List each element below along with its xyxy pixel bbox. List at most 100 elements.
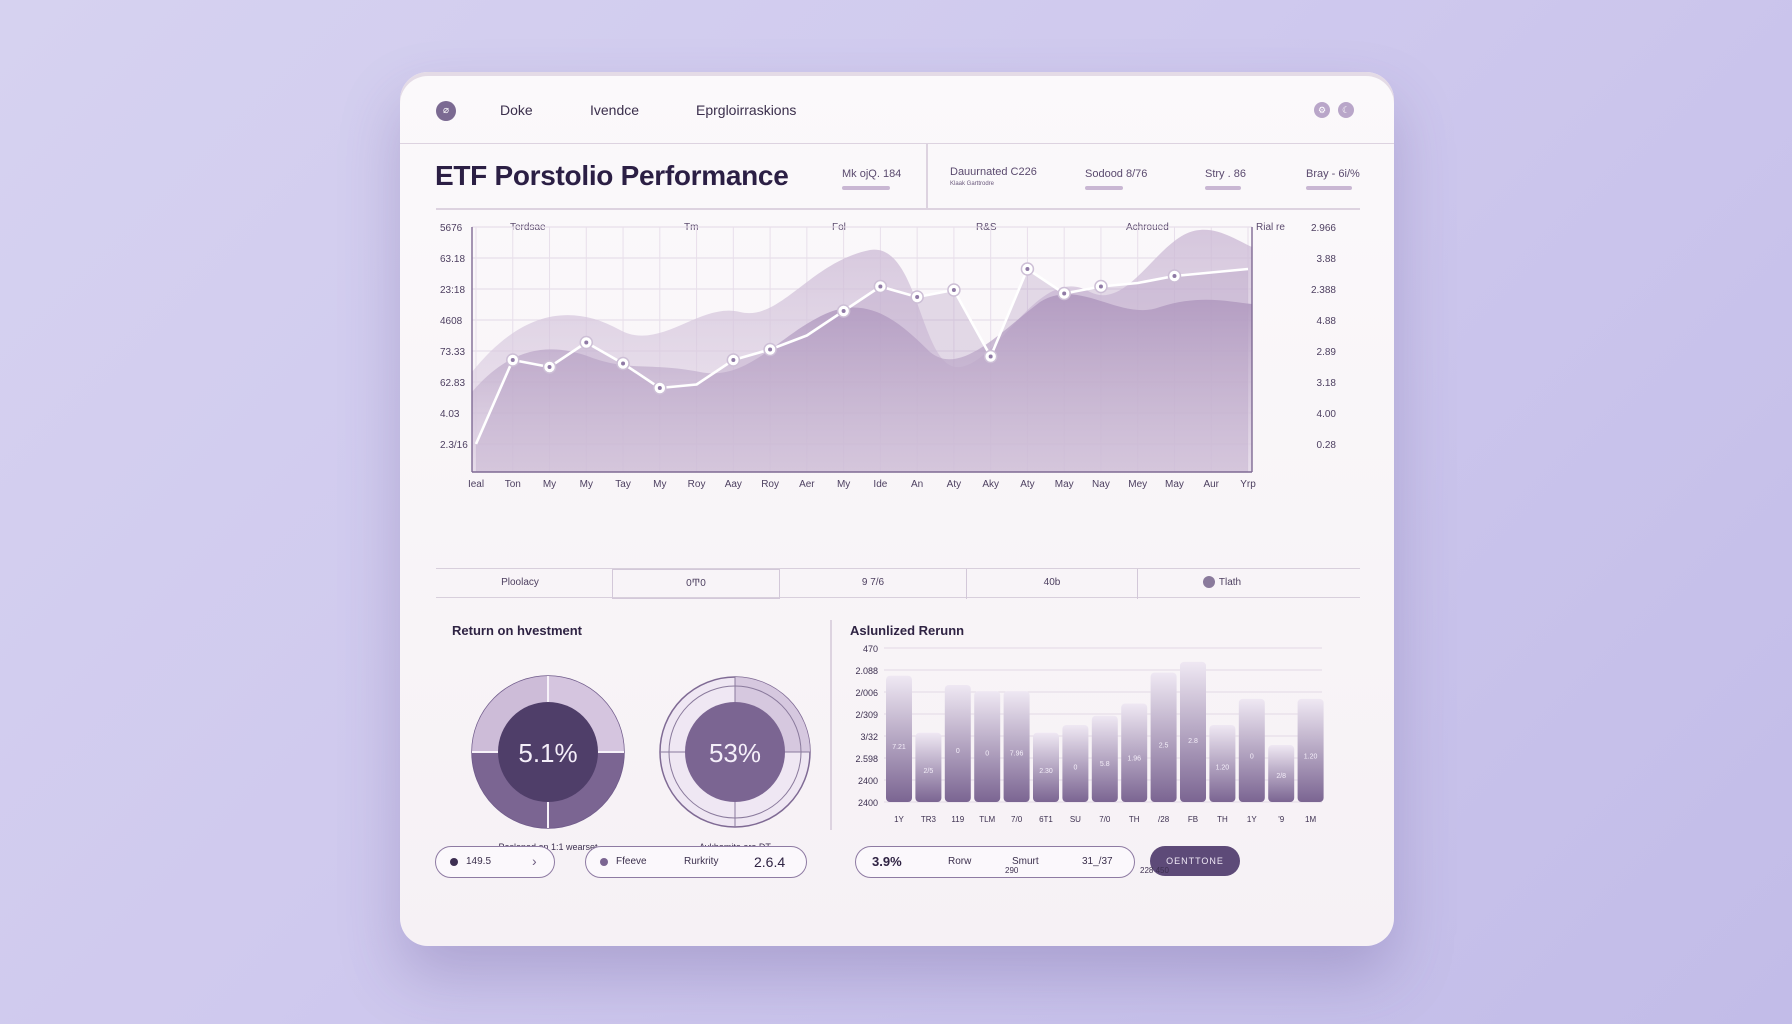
bar[interactable] <box>1033 732 1059 802</box>
bar[interactable] <box>886 675 912 802</box>
bar-x-tick: FB <box>1188 815 1198 824</box>
y-tick-left: 63.18 <box>440 254 465 265</box>
footer-pill-2[interactable]: Ffeeve Rurkrity 2.6.4 <box>585 846 807 878</box>
data-point-core <box>841 309 846 313</box>
bar[interactable] <box>915 732 942 802</box>
series-area <box>476 269 1248 472</box>
header-divider <box>926 144 928 208</box>
bar[interactable] <box>1180 661 1206 802</box>
bar-label: 1.96 <box>1127 756 1141 763</box>
stat-4: Stry . 86 <box>1205 168 1246 190</box>
y-tick-right: 2.89 <box>1317 347 1337 358</box>
bar-label: 0 <box>1073 765 1077 772</box>
bar[interactable] <box>1209 725 1236 802</box>
footer-pill-3-value: 3.9% <box>872 854 902 869</box>
bar-x-sub-1: 290 <box>1005 866 1019 875</box>
y-tick-right: 4.00 <box>1317 409 1337 420</box>
data-point-core <box>1172 274 1177 278</box>
bar-label: 2.8 <box>1188 738 1198 745</box>
bar-x-tick: TR3 <box>921 815 937 824</box>
x-tick: An <box>911 479 923 490</box>
roi-title: Return on hvestment <box>452 623 583 638</box>
settings-icon[interactable]: ⚙ <box>1314 102 1330 118</box>
series-line <box>474 267 1249 445</box>
bar[interactable] <box>1268 745 1295 802</box>
donut-2-value: 53% <box>709 738 761 768</box>
bar-x-tick: 7/0 <box>1099 815 1111 824</box>
data-point-core <box>657 386 662 390</box>
bar[interactable] <box>1003 691 1030 802</box>
y-tick-right: 2.388 <box>1311 285 1336 296</box>
data-point-core <box>510 358 515 362</box>
x-tick: Aer <box>799 479 815 490</box>
y-tick-right: 3.88 <box>1317 254 1337 265</box>
foreground-area-wave <box>472 294 1252 472</box>
bar-y-tick: 2.598 <box>855 754 878 764</box>
x-tick: My <box>653 479 666 490</box>
x-tick: Ton <box>505 479 521 490</box>
moon-icon[interactable]: ☾ <box>1338 102 1354 118</box>
x-tick: Mey <box>1128 479 1147 490</box>
x-tick: Aty <box>947 479 961 490</box>
stat-3-label: Sodood 8/76 <box>1085 168 1148 180</box>
nav-item-explorations[interactable]: Eprgloirraskions <box>696 102 797 118</box>
logo-icon[interactable]: ⌀ <box>436 101 456 121</box>
bar[interactable] <box>1297 698 1324 802</box>
top-nav: ⌀ Doke Ivendce Eprgloirraskions ⚙ ☾ <box>400 72 1394 144</box>
bar-y-tick: 2400 <box>858 798 878 808</box>
y-tick-left: 73.33 <box>440 347 465 358</box>
section-divider <box>830 620 832 830</box>
x-tick: My <box>543 479 556 490</box>
stat-5-label: Bray - 6i/% <box>1306 168 1360 180</box>
stat-3: Sodood 8/76 <box>1085 168 1147 190</box>
bar[interactable] <box>944 684 971 802</box>
bar-label: 1.20 <box>1216 765 1230 772</box>
column-header-6[interactable]: Rial re <box>1256 222 1285 233</box>
data-point-core <box>584 340 589 345</box>
data-point-core <box>1062 291 1067 296</box>
footer-pill-3-label-c: Smurt <box>1012 856 1039 867</box>
data-point-core <box>951 288 956 292</box>
footer-pill-3-label-d: 31_/37 <box>1082 856 1113 867</box>
summary-row: Ploolacy 0Ͳ0 9 7/6 40b Tlath <box>436 568 1360 599</box>
bar[interactable] <box>1062 725 1089 802</box>
x-tick: May <box>1165 479 1184 490</box>
donut-1-label: Pesloned on 1:1 wearset <box>498 842 598 852</box>
stat-4-bar <box>1205 186 1241 190</box>
footer-pill-3[interactable]: 3.9% Rorw Smurt 31_/37 <box>855 846 1135 878</box>
page-title: ETF Porstolio Performance <box>435 160 789 191</box>
bar-x-tick: 1M <box>1305 815 1316 824</box>
annualized-title: Aslunlized Rerunn <box>850 623 965 638</box>
bar[interactable] <box>1091 715 1118 802</box>
summary-cell-5-label: Tlath <box>1218 577 1242 588</box>
summary-cell-2[interactable]: 0Ͳ0 <box>612 569 780 599</box>
bar[interactable] <box>1238 698 1265 802</box>
bar-label: 0 <box>1250 754 1254 761</box>
continue-button[interactable]: OENTTONE <box>1150 846 1240 876</box>
donut-1: 5.1% <box>471 675 625 829</box>
x-tick: Nay <box>1092 479 1110 490</box>
bar[interactable] <box>974 691 1001 802</box>
summary-cell-4: 40b <box>966 569 1138 599</box>
nav-item-doke[interactable]: Doke <box>500 102 533 118</box>
y-tick-left: 5676 <box>440 223 463 234</box>
bar[interactable] <box>1150 672 1177 802</box>
footer-pill-3-label-b: Rorw <box>948 856 972 867</box>
footer-pill-1[interactable]: 149.5 › <box>435 846 555 878</box>
summary-cell-3: 9 7/6 <box>861 577 885 588</box>
bar-label: 0 <box>985 750 989 757</box>
bar-label: 2.5 <box>1159 743 1169 750</box>
chevron-right-icon[interactable]: › <box>532 853 537 869</box>
nav-item-ivendce[interactable]: Ivendce <box>590 102 640 118</box>
bar-x-tick: TLM <box>979 815 995 824</box>
footer-pill-1-value: 149.5 <box>466 856 492 867</box>
summary-cell-5[interactable]: Tlath <box>1138 569 1306 599</box>
x-tick: Aky <box>982 479 999 490</box>
bar-y-tick: 2400 <box>858 776 878 786</box>
x-tick: Aay <box>725 479 742 490</box>
stat-2-label: Dauurnated C226 <box>950 166 1037 178</box>
bar-label: 7.21 <box>892 744 906 751</box>
data-point-core <box>1098 284 1103 289</box>
bar-label: 2/8 <box>1276 773 1286 780</box>
bar[interactable] <box>1121 703 1148 802</box>
